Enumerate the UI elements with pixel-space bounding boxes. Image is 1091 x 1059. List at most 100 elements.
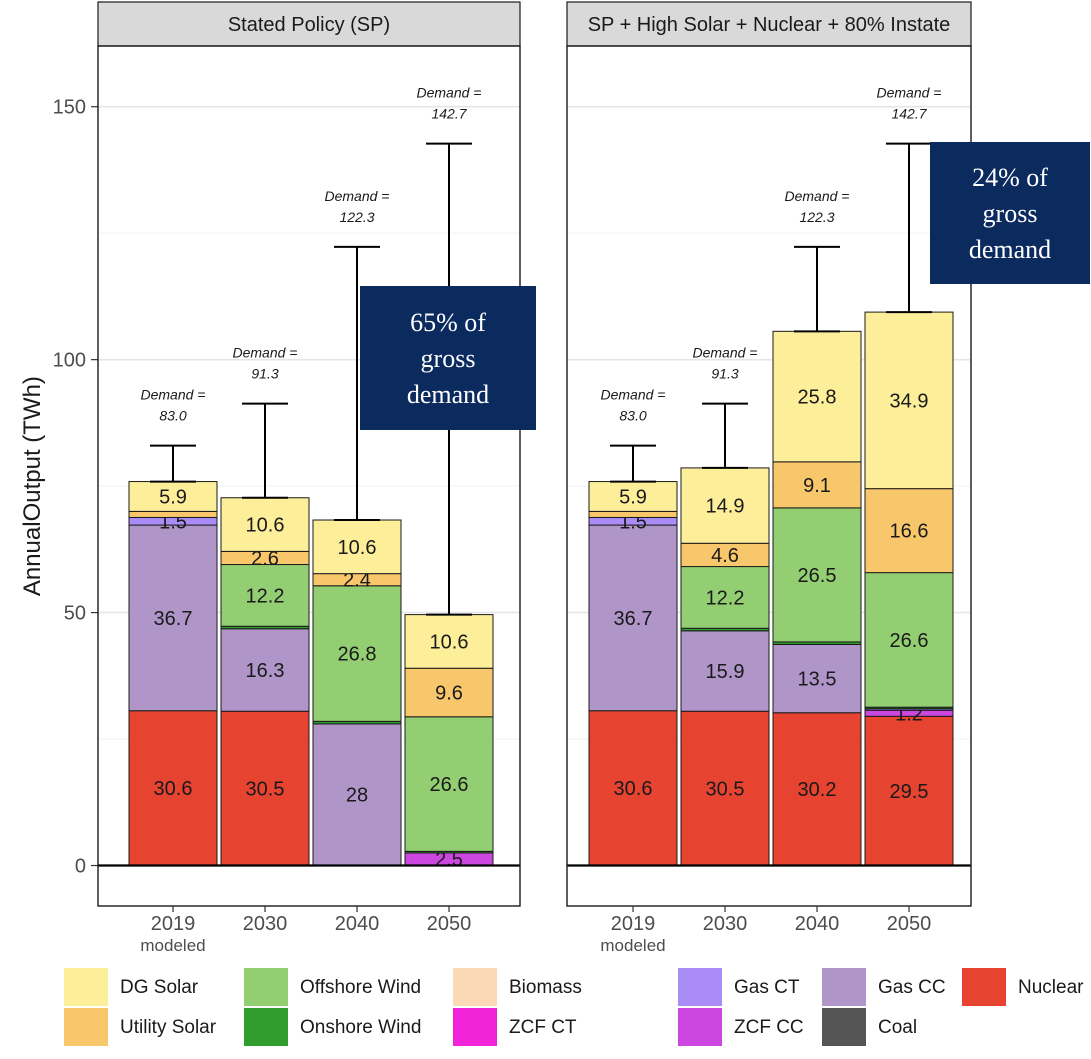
- x-tick-sublabel: modeled: [600, 936, 665, 955]
- x-tick-label: 2050: [427, 913, 472, 935]
- segment-label: 28: [346, 785, 368, 807]
- segment-label: 10.6: [430, 631, 469, 653]
- legend-label-gas-cc: Gas CC: [878, 977, 946, 998]
- bar-segment-dg-solar: [312, 519, 402, 575]
- legend-swatch-dg-solar: [64, 968, 108, 1006]
- segment-label: 4.6: [711, 545, 739, 567]
- demand-value: 91.3: [251, 366, 278, 382]
- demand-value: 142.7: [891, 106, 927, 122]
- segment-label: 2.6: [251, 548, 279, 570]
- segment-label: 9.6: [435, 683, 463, 705]
- legend-swatch-coal: [822, 1008, 866, 1046]
- segment-label: 26.6: [430, 774, 469, 796]
- bar-segment-nuclear: [864, 715, 954, 867]
- legend-label-utility-solar: Utility Solar: [120, 1017, 217, 1038]
- bar-segment-offshore-wind: [404, 716, 494, 852]
- bar-segment-utility-solar: [128, 510, 218, 518]
- legend-swatch-zcf-ct: [453, 1008, 497, 1046]
- segment-label: 16.6: [890, 521, 929, 543]
- x-tick-label: 2030: [243, 913, 288, 935]
- callout-text: demand: [407, 380, 489, 409]
- demand-annotation: Demand =: [877, 85, 942, 101]
- demand-value: 122.3: [799, 209, 834, 225]
- demand-annotation: Demand =: [233, 345, 298, 361]
- demand-value: 142.7: [431, 106, 467, 122]
- segment-label: 5.9: [159, 486, 187, 508]
- legend-label-offshore-wind: Offshore Wind: [300, 977, 421, 998]
- segment-label: 36.7: [154, 608, 193, 630]
- segment-label: 10.6: [338, 537, 377, 559]
- segment-label: 9.1: [803, 475, 831, 497]
- segment-label: 14.9: [706, 496, 745, 518]
- y-tick-label: 100: [53, 350, 86, 372]
- bar-segment-dg-solar: [588, 481, 678, 512]
- segment-label: 10.6: [246, 515, 285, 537]
- legend-label-dg-solar: DG Solar: [120, 977, 199, 998]
- segment-label: 30.2: [798, 779, 837, 801]
- segment-label: 30.5: [706, 778, 745, 800]
- segment-label: 15.9: [706, 661, 745, 683]
- segment-label: 26.8: [338, 644, 377, 666]
- legend-swatch-nuclear: [962, 968, 1006, 1006]
- callout-text: 24% of: [972, 163, 1048, 192]
- segment-label: 16.3: [246, 660, 285, 682]
- segment-label: 25.8: [798, 387, 837, 409]
- legend-swatch-gas-cc: [822, 968, 866, 1006]
- x-tick-label: 2019: [151, 913, 196, 935]
- legend-swatch-zcf-cc: [678, 1008, 722, 1046]
- bar-segment-utility-solar: [404, 667, 494, 718]
- bar-segment-gas-cc: [220, 628, 310, 712]
- demand-value: 83.0: [159, 408, 186, 424]
- bar-segment-offshore-wind: [864, 572, 954, 708]
- callout-box: [930, 142, 1090, 284]
- legend-label-biomass: Biomass: [509, 977, 582, 998]
- segment-label: 5.9: [619, 486, 647, 508]
- segment-label: 30.5: [246, 778, 285, 800]
- legend-swatch-utility-solar: [64, 1008, 108, 1046]
- segment-label: 34.9: [890, 390, 929, 412]
- legend-label-nuclear: Nuclear: [1018, 977, 1084, 998]
- bar-segment-offshore-wind: [680, 566, 770, 629]
- panel-border: [566, 45, 972, 907]
- demand-annotation: Demand =: [141, 387, 206, 403]
- callout-text: gross: [421, 344, 476, 373]
- bar-segment-nuclear: [772, 712, 862, 867]
- facet-panel-2: SP + High Solar + Nuclear + 80% Instate 3…: [566, 1, 972, 955]
- bar-segment-dg-solar: [220, 497, 310, 552]
- bar-segment-nuclear: [128, 710, 218, 867]
- x-tick-label: 2040: [795, 913, 840, 935]
- demand-annotation: Demand =: [693, 345, 758, 361]
- y-tick-label: 0: [75, 856, 86, 878]
- bar-segment-offshore-wind: [772, 507, 862, 643]
- bar-segment-gas-cc: [680, 630, 770, 712]
- bar-segment-gas-cc: [128, 524, 218, 712]
- demand-annotation: Demand =: [325, 188, 390, 204]
- callout-text: 65% of: [410, 308, 486, 337]
- x-tick-label: 2030: [703, 913, 748, 935]
- facet-title: Stated Policy (SP): [228, 14, 390, 36]
- demand-value: 83.0: [619, 408, 646, 424]
- segment-label: 30.6: [154, 778, 193, 800]
- y-axis-title: AnnualOutput (TWh): [19, 376, 46, 596]
- facet-strip: [566, 1, 972, 47]
- legend-swatch-gas-ct: [678, 968, 722, 1006]
- bar-segment-dg-solar: [772, 330, 862, 463]
- callout-text: demand: [969, 235, 1051, 264]
- bar-segment-utility-solar: [588, 510, 678, 518]
- bar-segment-dg-solar: [864, 311, 954, 490]
- legend-label-coal: Coal: [878, 1017, 917, 1038]
- legend-label-zcf-cc: ZCF CC: [734, 1017, 804, 1038]
- x-tick-label: 2050: [887, 913, 932, 935]
- bar-segment-nuclear: [588, 710, 678, 867]
- segment-label: 26.6: [890, 630, 929, 652]
- bar-segment-utility-solar: [772, 461, 862, 509]
- bar-segment-utility-solar: [864, 488, 954, 574]
- demand-value: 91.3: [711, 366, 738, 382]
- y-tick-label: 50: [64, 603, 86, 625]
- facet-title: SP + High Solar + Nuclear + 80% Instate: [588, 14, 951, 36]
- demand-annotation: Demand =: [417, 85, 482, 101]
- bar-segment-gas-cc: [588, 524, 678, 712]
